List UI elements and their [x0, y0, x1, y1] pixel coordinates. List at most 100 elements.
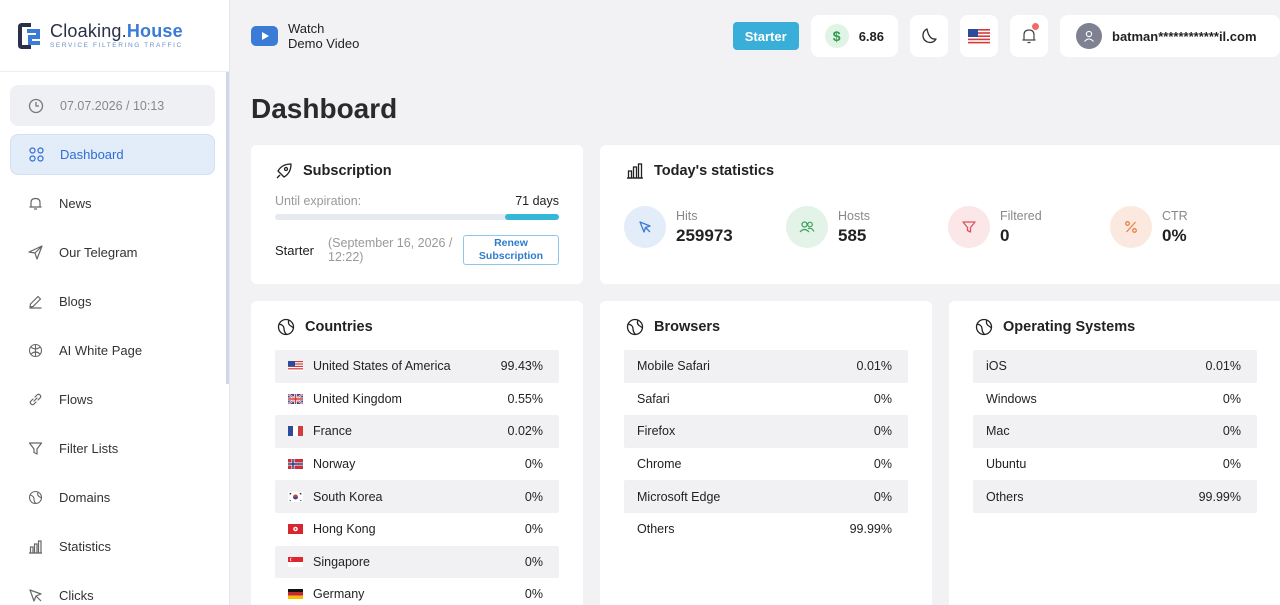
list-item-name: Mac — [986, 424, 1010, 439]
de-flag-icon — [288, 589, 303, 600]
sidebar-item-news[interactable]: News — [10, 183, 215, 224]
expiration-progress-bar — [275, 214, 559, 220]
avatar — [1076, 23, 1102, 49]
sidebar-nav: Dashboard News Our Telegram Blogs AI Whi… — [0, 134, 229, 605]
stat-label: Hits — [676, 208, 698, 223]
stat-label: Hosts — [838, 208, 870, 223]
list-item: United Kingdom 0.55% — [275, 383, 559, 416]
list-item: Others 99.99% — [973, 480, 1257, 513]
list-item: Windows 0% — [973, 383, 1257, 416]
date-time: 07.07.2026 / 10:13 — [10, 85, 215, 126]
clock-icon — [28, 98, 44, 113]
list-item-value: 0.01% — [1205, 359, 1241, 374]
sg-flag-icon — [288, 556, 303, 567]
stat-hits: Hits 259973 — [624, 206, 733, 248]
bell-icon — [29, 197, 42, 210]
plan-expiration-date: (September 16, 2026 / 12:22) — [328, 236, 453, 264]
stat-value: 259973 — [676, 225, 733, 245]
list-item: Norway 0% — [275, 448, 559, 481]
sidebar: Cloaking.House SERVICE FILTERING TRAFFIC… — [0, 0, 230, 605]
list-item-name: Singapore — [313, 554, 370, 569]
filter-icon — [948, 206, 990, 248]
rocket-icon — [276, 163, 292, 179]
list-item-name: Norway — [313, 457, 356, 472]
list-item-value: 0% — [873, 391, 892, 406]
send-icon — [28, 245, 43, 260]
list-item-value: 0% — [524, 554, 543, 569]
sidebar-scrollbar[interactable] — [226, 72, 229, 384]
countries-card: Countries United States of America 99.43… — [251, 301, 583, 605]
sidebar-item-ai-white-page[interactable]: AI White Page — [10, 330, 215, 371]
stat-label: Filtered — [1000, 208, 1042, 223]
language-button[interactable] — [960, 15, 998, 57]
theme-toggle-button[interactable] — [910, 15, 948, 57]
user-icon — [1084, 30, 1094, 42]
list-item-value: 0% — [873, 424, 892, 439]
stat-label: CTR — [1162, 208, 1188, 223]
top-bar: Watch Demo Video Starter $ 6.86 — [231, 0, 1280, 72]
bar-chart-icon — [29, 540, 42, 554]
stat-value: 585 — [838, 225, 867, 245]
stat-value: 0% — [1162, 225, 1187, 245]
sidebar-item-dashboard[interactable]: Dashboard — [10, 134, 215, 175]
list-item: Germany 0% — [275, 578, 559, 605]
sidebar-item-label: Domains — [59, 490, 111, 505]
sidebar-item-label: News — [59, 196, 92, 211]
browsers-title: Browsers — [626, 318, 720, 336]
subscription-title: Subscription — [275, 162, 392, 180]
sidebar-item-label: Blogs — [59, 294, 92, 309]
user-menu[interactable]: batman************il.com — [1060, 15, 1280, 57]
sidebar-item-filter-lists[interactable]: Filter Lists — [10, 428, 215, 469]
plan-button[interactable]: Starter — [732, 22, 799, 50]
list-item: Microsoft Edge 0% — [624, 480, 908, 513]
list-item-name: Hong Kong — [313, 522, 376, 537]
dollar-icon: $ — [824, 24, 849, 48]
list-item: iOS 0.01% — [973, 350, 1257, 383]
list-item: Ubuntu 0% — [973, 448, 1257, 481]
stat-filtered: Filtered 0 — [948, 206, 1042, 248]
today-statistics-title: Today's statistics — [626, 162, 774, 180]
today-statistics-card: Today's statistics Hits 259973 Hosts 585 F… — [600, 145, 1280, 284]
list-item-value: 0% — [524, 522, 543, 537]
list-item: Mobile Safari 0.01% — [624, 350, 908, 383]
list-item-name: United Kingdom — [313, 391, 402, 406]
notifications-button[interactable] — [1010, 15, 1048, 57]
sidebar-item-blogs[interactable]: Blogs — [10, 281, 215, 322]
globe-icon — [975, 318, 993, 336]
sidebar-item-label: Our Telegram — [59, 245, 138, 260]
list-item: Chrome 0% — [624, 448, 908, 481]
list-item-value: 0% — [524, 457, 543, 472]
expiration-days: 71 days — [515, 194, 559, 208]
list-item: United States of America 99.43% — [275, 350, 559, 383]
sidebar-item-statistics[interactable]: Statistics — [10, 526, 215, 567]
list-item-value: 0.01% — [856, 359, 892, 374]
us-flag-icon — [968, 28, 990, 44]
sidebar-item-telegram[interactable]: Our Telegram — [10, 232, 215, 273]
filter-icon — [28, 442, 43, 455]
balance-chip[interactable]: $ 6.86 — [810, 15, 898, 57]
sidebar-item-flows[interactable]: Flows — [10, 379, 215, 420]
link-icon — [29, 393, 42, 406]
list-item-name: Firefox — [637, 424, 676, 439]
browsers-card: Browsers Mobile Safari 0.01% Safari 0% Fir… — [600, 301, 932, 605]
list-item-name: Windows — [986, 391, 1037, 406]
countries-title: Countries — [277, 318, 373, 336]
list-item: Firefox 0% — [624, 415, 908, 448]
notification-badge — [1032, 23, 1039, 30]
globe-icon — [277, 318, 295, 336]
logo[interactable]: Cloaking.House SERVICE FILTERING TRAFFIC — [0, 0, 229, 72]
renew-subscription-button[interactable]: Renew Subscription — [463, 235, 559, 265]
percent-icon — [1110, 206, 1152, 248]
list-item-value: 0% — [1222, 457, 1241, 472]
watch-label: Watch — [288, 21, 325, 36]
logo-icon — [18, 22, 40, 49]
list-item-name: Others — [637, 522, 675, 537]
list-item: France 0.02% — [275, 415, 559, 448]
sidebar-item-clicks[interactable]: Clicks — [10, 575, 215, 605]
list-item-name: Others — [986, 489, 1024, 504]
list-item-value: 0% — [1222, 424, 1241, 439]
sidebar-item-label: Clicks — [59, 588, 94, 603]
watch-demo-link[interactable]: Watch Demo Video — [251, 21, 359, 51]
sidebar-item-domains[interactable]: Domains — [10, 477, 215, 518]
expiration-label: Until expiration: — [275, 194, 362, 208]
